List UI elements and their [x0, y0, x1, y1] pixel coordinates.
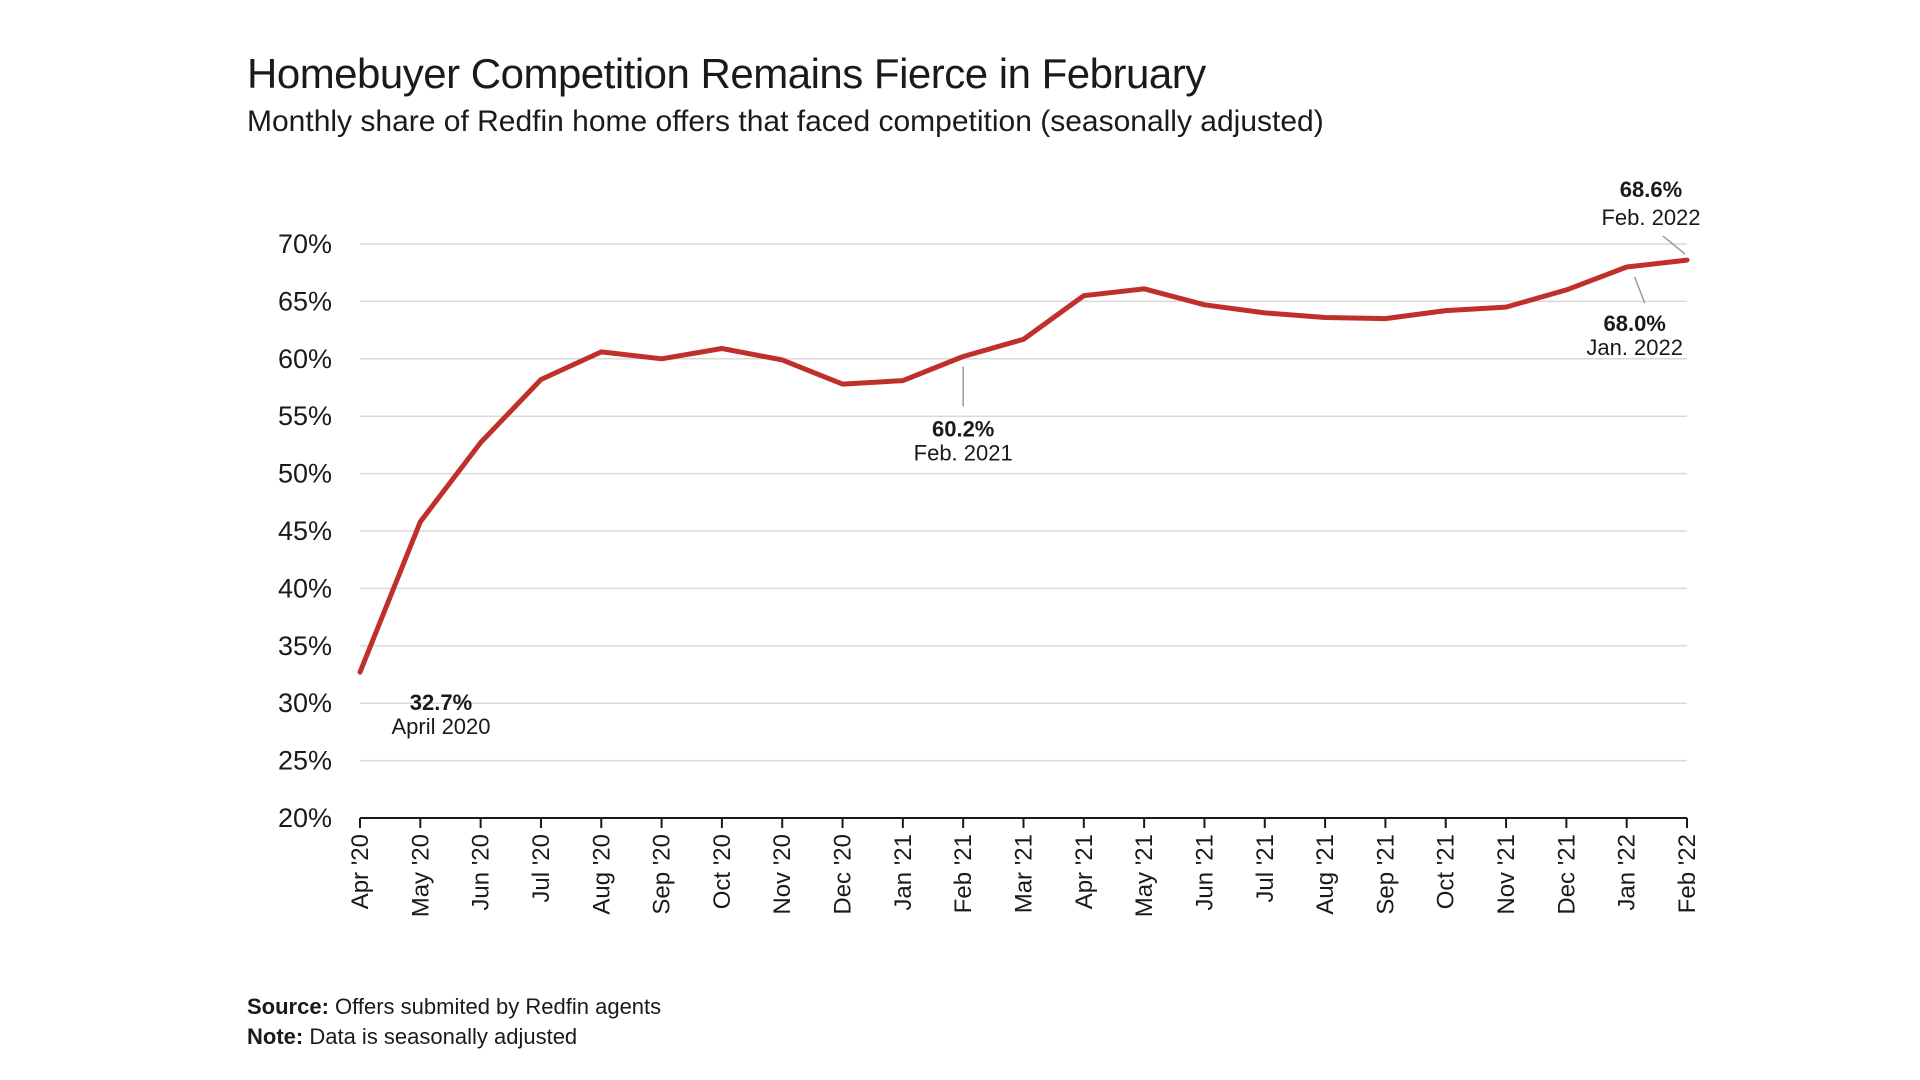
- y-tick-label: 70%: [278, 229, 332, 259]
- x-tick-label: Apr '21: [1071, 834, 1098, 909]
- y-tick-label: 60%: [278, 344, 332, 374]
- y-tick-label: 50%: [278, 459, 332, 489]
- x-tick-label: Jun '20: [468, 834, 495, 911]
- x-tick-label: Aug '20: [588, 834, 615, 915]
- annotation-value: 60.2%: [932, 417, 994, 442]
- x-tick-label: Jul '21: [1252, 834, 1279, 903]
- x-tick-label: Aug '21: [1312, 834, 1339, 915]
- source-label: Source:: [247, 994, 329, 1019]
- x-tick-label: Jan '21: [890, 834, 917, 911]
- x-tick-label: Jan '22: [1614, 834, 1641, 911]
- x-tick-label: Nov '20: [769, 834, 796, 915]
- x-axis: [359, 817, 1688, 828]
- annotation-value: 32.7%: [410, 690, 472, 715]
- footer-notes: Source: Offers submited by Redfin agents…: [247, 992, 661, 1052]
- annotation-leader: [1662, 235, 1686, 255]
- annotation-leader: [1633, 276, 1646, 304]
- y-axis-ticks: 20% 25% 30% 35% 40% 45% 50% 55% 60% 65% 70%: [278, 229, 332, 833]
- note-label: Note:: [247, 1024, 304, 1049]
- x-tick-label: Dec '20: [830, 834, 857, 915]
- x-tick-label: Mar '21: [1011, 834, 1038, 913]
- annotations: 32.7%April 2020 60.2%Feb. 2021 68.0%Jan. 2…: [391, 177, 1700, 739]
- annotation-label: Jan. 2022: [1586, 335, 1683, 360]
- x-tick-label: May '20: [407, 834, 434, 917]
- x-tick-label: Jul '20: [528, 834, 555, 903]
- chart-subtitle: Monthly share of Redfin home offers that…: [247, 105, 1324, 138]
- annotation-label: Feb. 2022: [1601, 205, 1700, 230]
- y-tick-label: 35%: [278, 631, 332, 661]
- x-tick-label: Dec '21: [1553, 834, 1580, 915]
- series-line: [357, 257, 1690, 675]
- y-tick-label: 55%: [278, 401, 332, 431]
- x-tick-label: Oct '20: [709, 834, 736, 909]
- x-tick-label: Nov '21: [1493, 834, 1520, 915]
- note-text: Data is seasonally adjusted: [309, 1024, 578, 1049]
- x-tick-label: Sep '20: [649, 834, 676, 915]
- annotation-value: 68.6%: [1620, 177, 1682, 202]
- y-tick-label: 20%: [278, 803, 332, 833]
- y-tick-label: 30%: [278, 688, 332, 718]
- annotation-label: Feb. 2021: [914, 441, 1013, 466]
- source-text: Offers submited by Redfin agents: [335, 994, 662, 1019]
- x-tick-label: Feb '22: [1674, 834, 1701, 913]
- series-group: [357, 257, 1690, 675]
- note-line: Note: Data is seasonally adjusted: [247, 1022, 661, 1052]
- x-axis-ticks: Apr '20 May '20 Jun '20 Jul '20 Aug '20 Sep '…: [347, 834, 1701, 917]
- x-tick-label: Jun '21: [1191, 834, 1218, 911]
- chart-title: Homebuyer Competition Remains Fierce in …: [247, 50, 1206, 97]
- annotation-value: 68.0%: [1603, 311, 1665, 336]
- x-tick-label: Apr '20: [347, 834, 374, 909]
- y-tick-label: 65%: [278, 286, 332, 316]
- x-tick-label: Sep '21: [1372, 834, 1399, 915]
- annotation-label: April 2020: [391, 714, 490, 739]
- y-tick-label: 40%: [278, 573, 332, 603]
- x-tick-label: Feb '21: [950, 834, 977, 913]
- x-tick-label: Oct '21: [1433, 834, 1460, 909]
- y-tick-label: 45%: [278, 516, 332, 546]
- y-tick-label: 25%: [278, 746, 332, 776]
- x-tick-label: May '21: [1131, 834, 1158, 917]
- gridlines: [360, 243, 1687, 762]
- source-line: Source: Offers submited by Redfin agents: [247, 992, 661, 1022]
